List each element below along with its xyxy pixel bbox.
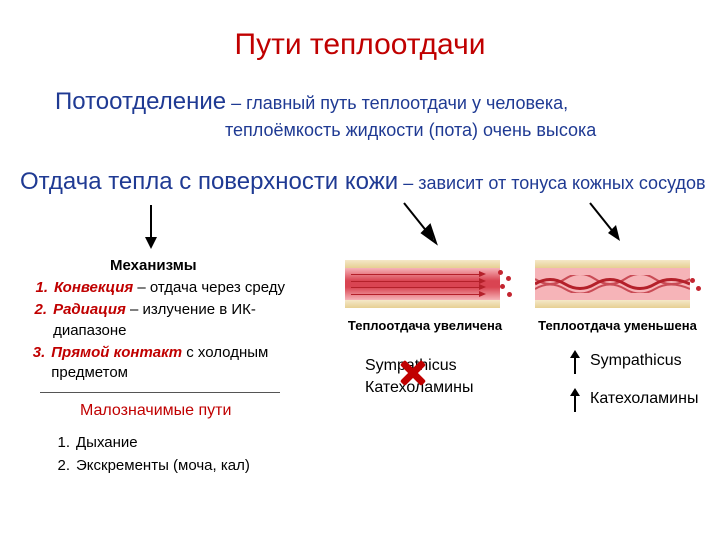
up-arrow-icon xyxy=(569,350,581,374)
cross-icon xyxy=(400,360,426,386)
minor-num: 1. xyxy=(48,432,70,455)
sweat-rest2: теплоёмкость жидкости (пота) очень высок… xyxy=(55,118,596,142)
vessel-dilated xyxy=(345,260,500,308)
sweat-block: Потоотделение – главный путь теплоотдачи… xyxy=(55,86,596,143)
skin-rest: – зависит от тонуса кожных сосудов xyxy=(398,173,705,193)
mech-item: 2. Радиация – излучение в ИК-диапазоне xyxy=(20,300,320,341)
arrow-down-1 xyxy=(143,205,159,249)
mech-item: 3. Прямой контакт с холодным предметом xyxy=(20,343,320,384)
page-title: Пути теплоотдачи xyxy=(0,0,720,62)
minor-num: 2. xyxy=(48,455,70,478)
mech-item: 1. Конвекция – отдача через среду xyxy=(20,278,320,298)
mech-term: Радиация xyxy=(53,301,126,318)
minor-list: 1. Дыхание 2. Экскременты (моча, кал) xyxy=(48,432,250,477)
skin-block: Отдача тепла с поверхности кожи – зависи… xyxy=(20,168,706,196)
minor-heading: Малозначимые пути xyxy=(80,402,231,420)
vessel-constricted xyxy=(535,260,690,308)
mech-term: Прямой контакт xyxy=(51,344,182,361)
sweat-rest1: – главный путь теплоотдачи у человека, xyxy=(226,93,568,113)
minor-item: 2. Экскременты (моча, кал) xyxy=(48,455,250,478)
minor-text: Дыхание xyxy=(76,434,138,451)
mech-num: 2. xyxy=(20,300,53,341)
up-arrow-icon xyxy=(569,388,581,412)
arrow-down-3 xyxy=(586,201,626,247)
caption-constricted: Теплоотдача уменьшена xyxy=(530,318,705,333)
caption-dilated: Теплоотдача увеличена xyxy=(340,318,510,333)
divider-line xyxy=(40,392,280,393)
mechanisms-list: 1. Конвекция – отдача через среду 2. Рад… xyxy=(20,278,320,385)
note-constricted-2: Катехоламины xyxy=(590,388,698,410)
mech-num: 3. xyxy=(20,343,51,384)
sweat-lead: Потоотделение xyxy=(55,88,226,115)
arrow-down-2 xyxy=(400,201,440,247)
mech-term: Конвекция xyxy=(54,279,133,296)
note-constricted-1: Sympathicus xyxy=(590,350,682,372)
mechanisms-heading: Механизмы xyxy=(110,257,197,274)
skin-lead: Отдача тепла с поверхности кожи xyxy=(20,168,398,195)
mech-rest: – отдача через среду xyxy=(133,279,285,296)
minor-item: 1. Дыхание xyxy=(48,432,250,455)
mech-num: 1. xyxy=(20,278,54,298)
minor-text: Экскременты (моча, кал) xyxy=(76,457,250,474)
